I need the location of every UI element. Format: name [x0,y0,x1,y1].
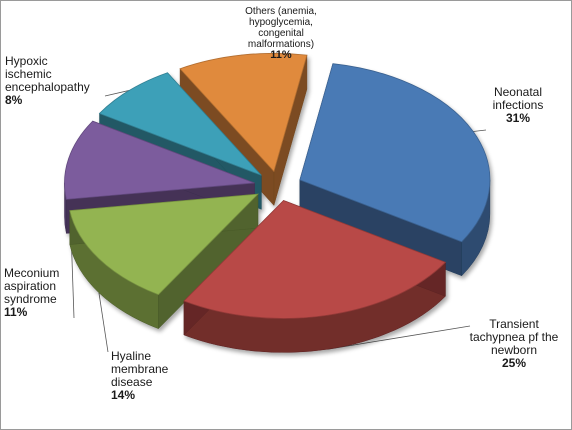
leader-line [104,90,130,97]
slice-label-line: tachypnea pf the [469,330,559,344]
slice-label-line: malformations) [247,39,315,50]
leader-line [98,292,109,353]
slice-label-line: Neonatal [493,85,543,99]
slice-label-line: Hypoxic [5,54,48,68]
slice-label-line: Others (anemia, [245,6,317,17]
slice-label-neonatal-infections: Neonatal infections 31% [478,86,558,125]
slice-label-line: syndrome [4,292,57,306]
slice-label-line: Meconium [4,266,60,280]
slice-label-line: ischemic [5,67,52,81]
slice-label-hypoxic-ischemic: Hypoxic ischemic encephalopathy 8% [5,55,115,107]
slice-label-line: congenital [258,28,304,39]
slice-percent: 14% [111,388,136,402]
pie-slice [299,63,491,277]
slice-percent: 8% [5,93,23,107]
slice-percent: 25% [501,356,527,370]
leader-line [473,129,487,132]
pie-slice [183,199,447,353]
leader-line [327,325,471,350]
slice-label-line: infections [492,98,544,112]
slice-label-line: Transient [489,317,539,331]
pie-slice [69,193,259,330]
slice-label-line: aspiration [4,279,57,293]
slice-label-line: membrane [111,362,169,376]
slice-label-meconium-aspiration: Meconium aspiration syndrome 11% [4,267,94,319]
slice-top-face [69,193,259,296]
slice-label-transient-tachypnea: Transient tachypnea pf the newborn 25% [458,318,570,370]
slice-top-face [64,120,255,200]
slice-label-line: disease [111,375,153,389]
slice-top-face [299,63,491,243]
pie-slices [64,52,491,353]
slice-label-line: Hyaline [111,349,152,363]
slice-top-face [179,52,308,173]
slice-label-others: Others (anemia, hypoglycemia, congenital… [222,6,340,61]
slice-label-hyaline-membrane: Hyaline membrane disease 14% [111,350,201,402]
slice-percent: 31% [505,111,531,125]
slice-top-face [98,72,262,176]
slice-label-line: hypoglycemia, [249,17,313,28]
slice-percent: 11% [4,305,28,319]
slice-label-line: encephalopathy [5,80,90,94]
slice-percent: 11% [270,49,292,61]
slice-top-face [183,200,447,319]
slice-label-line: newborn [490,343,538,357]
